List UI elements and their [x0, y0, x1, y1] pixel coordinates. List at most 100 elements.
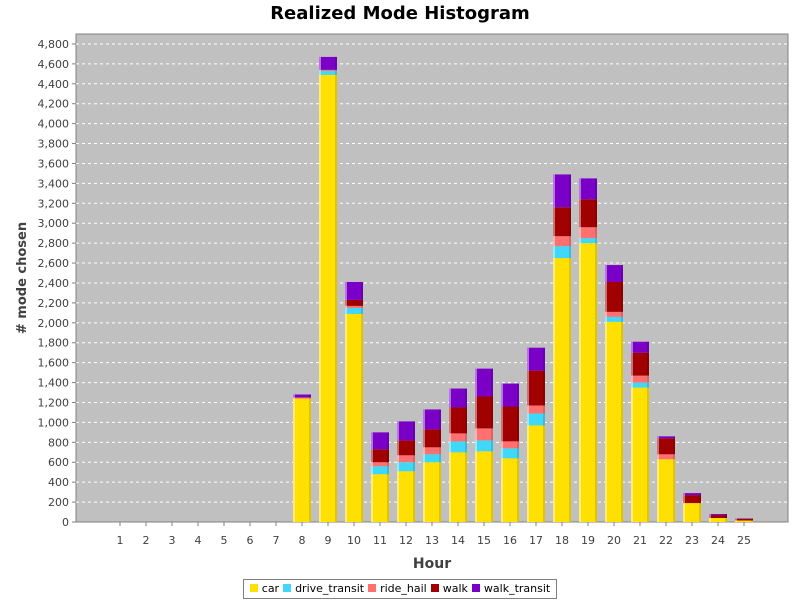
bar-shade — [465, 388, 467, 522]
bar-segment-car — [449, 452, 467, 522]
y-axis-label: # mode chosen — [15, 222, 30, 334]
bar-segment-ride-hail — [553, 236, 571, 247]
bar-segment-walk-transit — [423, 409, 441, 430]
bar-segment-walk-transit — [527, 347, 545, 371]
bar-segment-car — [423, 462, 441, 522]
bar-segment-walk-transit — [501, 383, 519, 407]
bar-segment-walk — [657, 438, 675, 455]
legend-item-drive-transit: drive_transit — [283, 582, 364, 595]
grid-lines — [76, 43, 788, 503]
bar-segment-ride-hail — [423, 447, 441, 455]
y-tick-label: 3,200 — [38, 197, 70, 210]
bar-segment-walk — [579, 199, 597, 228]
bar-segment-walk-transit — [579, 178, 597, 200]
bar-shade — [725, 514, 727, 522]
bar-segment-ride-hail — [579, 227, 597, 239]
x-tick-label: 24 — [711, 534, 725, 547]
bar-shade — [647, 341, 649, 522]
x-tick-label: 16 — [503, 534, 517, 547]
x-tick-label: 15 — [477, 534, 491, 547]
legend-swatch — [368, 584, 377, 592]
bar-highlight — [527, 347, 529, 522]
bar-highlight — [683, 493, 685, 522]
legend-swatch — [283, 584, 292, 592]
bar-highlight — [605, 265, 607, 522]
bar-segment-walk-transit — [319, 56, 337, 70]
bar-segment-walk — [371, 449, 389, 463]
legend-swatch — [249, 584, 258, 592]
y-tick-label: 4,400 — [38, 78, 70, 91]
x-tick-label: 7 — [273, 534, 280, 547]
bar-segment-walk — [527, 370, 545, 406]
y-tick-label: 4,800 — [38, 38, 70, 51]
x-tick-label: 22 — [659, 534, 673, 547]
bar-segment-walk-transit — [397, 421, 415, 441]
bar-segment-ride-hail — [657, 454, 675, 460]
x-tick-label: 17 — [529, 534, 543, 547]
y-tick-label: 1,400 — [38, 377, 70, 390]
x-tick-label: 18 — [555, 534, 569, 547]
bar-shade — [595, 178, 597, 523]
bar-segment-walk — [553, 207, 571, 237]
bar-highlight — [631, 341, 633, 522]
bar-segment-walk-transit — [475, 368, 493, 397]
bar-highlight — [475, 368, 477, 522]
y-tick-label: 4,600 — [38, 58, 70, 71]
y-tick-label: 2,200 — [38, 297, 70, 310]
bar-highlight — [345, 281, 347, 522]
x-axis-label: Hour — [413, 556, 451, 572]
bar-segment-ride-hail — [475, 428, 493, 441]
y-tick-label: 4,000 — [38, 118, 70, 131]
y-tick-label: 1,200 — [38, 396, 70, 409]
bar-segment-walk — [631, 352, 649, 376]
x-tick-label: 8 — [299, 534, 306, 547]
bar-segment-drive-transit — [501, 448, 519, 459]
bar-highlight — [553, 174, 555, 522]
bar-segment-car — [475, 451, 493, 522]
x-tick-label: 9 — [325, 534, 332, 547]
bar-segment-car — [293, 398, 311, 522]
chart-canvas: 0 200 400 600 800 1,000 1,200 1,400 1,600 1,800 2,… — [15, 33, 789, 572]
legend-label: ride_hail — [380, 582, 427, 595]
legend-label: walk_transit — [483, 582, 551, 595]
bar-segment-ride-hail — [293, 397, 311, 399]
x-tick-label: 12 — [399, 534, 413, 547]
bar-segment-car — [683, 503, 701, 522]
bar-segment-walk — [449, 407, 467, 434]
y-tick-label: 0 — [62, 516, 69, 529]
bar-highlight — [319, 56, 321, 522]
bar-shade — [751, 518, 753, 522]
bar-segment-ride-hail — [501, 441, 519, 449]
bar-shade — [361, 281, 363, 522]
bar-segment-walk-transit — [605, 265, 623, 282]
bar-segment-walk — [683, 495, 701, 504]
y-tick-label: 2,600 — [38, 257, 70, 270]
y-tick-label: 2,400 — [38, 277, 70, 290]
bar-segment-drive-transit — [345, 307, 363, 314]
bar-segment-walk-transit — [709, 514, 727, 516]
bar-shade — [699, 493, 701, 522]
bar-highlight — [293, 394, 295, 522]
bar-shade — [543, 347, 545, 522]
bar-segment-walk-transit — [631, 341, 649, 353]
x-tick-label: 5 — [221, 534, 228, 547]
bar-segment-ride-hail — [397, 455, 415, 463]
x-tick-label: 1 — [117, 534, 124, 547]
bar-segment-ride-hail — [449, 433, 467, 442]
bar-segment-walk — [501, 406, 519, 442]
bar-shade — [387, 432, 389, 522]
y-tick-label: 3,400 — [38, 177, 70, 190]
y-tick-label: 400 — [48, 476, 69, 489]
bar-highlight — [657, 436, 659, 522]
x-tick-label: 3 — [169, 534, 176, 547]
legend-item-walk: walk — [430, 582, 468, 595]
legend-label: walk — [442, 582, 468, 595]
x-tick-label: 19 — [581, 534, 595, 547]
bar-highlight — [397, 421, 399, 522]
bar-segment-drive-transit — [527, 413, 545, 426]
bar-segment-car — [631, 387, 649, 522]
bar-highlight — [709, 514, 711, 522]
y-tick-label: 800 — [48, 436, 69, 449]
bar-segment-drive-transit — [423, 454, 441, 463]
bar-segment-car — [579, 243, 597, 522]
